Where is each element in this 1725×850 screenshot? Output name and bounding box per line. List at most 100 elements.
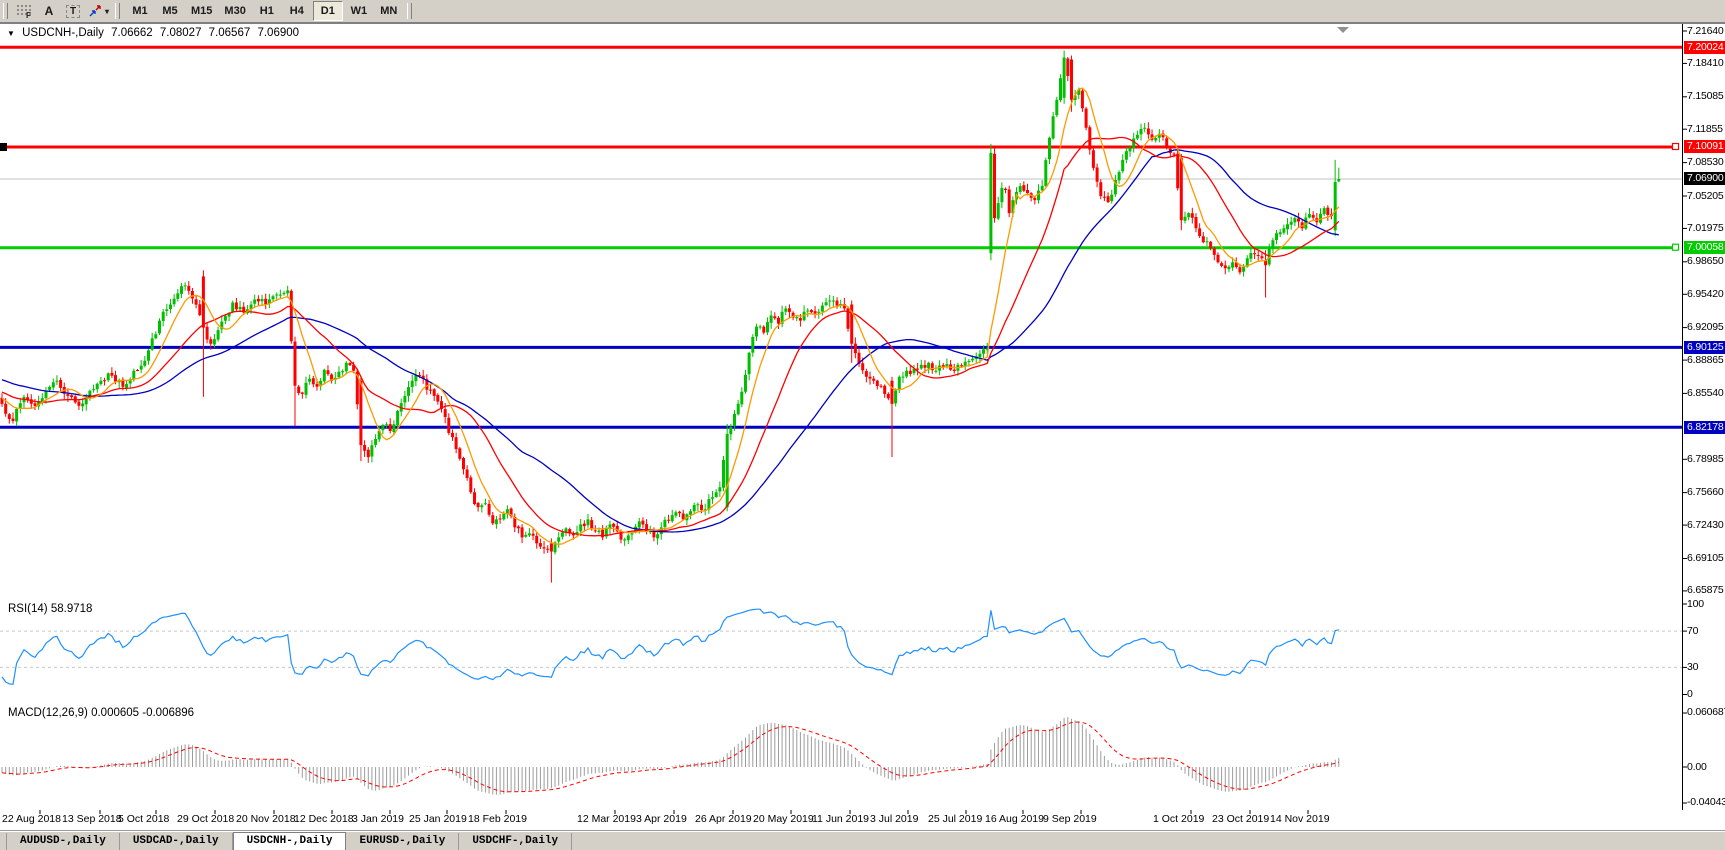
rsi-tick-label: 70 [1687, 624, 1699, 637]
chart-tab-usdchf[interactable]: USDCHF-,Daily [459, 833, 573, 850]
date-tick-label: 16 Aug 2019 [985, 813, 1044, 825]
ohlc-open: 7.06662 [111, 27, 153, 39]
symbol-period-label: USDCNH-,Daily [22, 27, 104, 39]
date-tick-label: 13 Sep 2018 [62, 813, 122, 825]
ma-8-line [1, 87, 1340, 545]
rsi-indicator-label: RSI(14) 58.9718 [8, 603, 93, 615]
chart-title: ▼ USDCNH-,Daily 7.06662 7.08027 7.06567 … [7, 27, 303, 39]
toolbar-grip [3, 3, 8, 19]
toolbar-grip [406, 3, 412, 19]
rsi-tick-label: 0 [1687, 688, 1693, 700]
date-tick-label: 22 Aug 2018 [2, 813, 61, 825]
timeframe-button-d1[interactable]: D1 [312, 1, 343, 21]
price-tick-label: 6.72430 [1687, 518, 1724, 531]
timeframe-button-m5[interactable]: M5 [162, 5, 178, 17]
macd-tick-label: 0.060687 [1687, 706, 1725, 719]
date-tick-label: 12 Dec 2018 [294, 813, 354, 825]
one-click-trading-toggle[interactable]: ▼ [7, 29, 15, 38]
date-tick-label: 9 Sep 2019 [1043, 813, 1097, 825]
arrows-tool-button[interactable]: ▾ [86, 2, 111, 20]
price-tick-label: 6.92095 [1687, 321, 1724, 334]
price-tick-label: 7.15085 [1687, 90, 1724, 103]
arrows-icon [89, 5, 101, 17]
timeframe-button-m1[interactable]: M1 [132, 5, 148, 17]
macd-indicator-label: MACD(12,26,9) 0.000605 -0.006896 [8, 707, 195, 719]
ohlc-low: 7.06567 [208, 27, 251, 39]
price-tick-label: 7.11855 [1687, 122, 1723, 135]
ohlc-close: 7.06900 [257, 27, 300, 39]
current-price-badge: 7.06900 [1684, 172, 1725, 186]
fibonacci-retracement-tool-button[interactable]: F [14, 2, 36, 20]
ma-45-line [1, 149, 1339, 533]
text-tool-button[interactable]: A [38, 2, 60, 20]
chart-canvas[interactable] [0, 23, 1725, 830]
timeframe-button-m15[interactable]: M15 [191, 5, 213, 17]
price-level-badge[interactable]: 7.20024 [1684, 40, 1725, 54]
price-tick-label: 7.18410 [1687, 56, 1724, 69]
price-tick-label: 7.01975 [1687, 221, 1724, 234]
date-tick-label: 11 Jun 2019 [812, 813, 870, 825]
timeframe-button-w1[interactable]: W1 [350, 5, 368, 17]
text-a-icon: A [44, 4, 54, 18]
timeframe-button-h4[interactable]: H4 [289, 5, 304, 17]
chart-tab-bar: AUDUSD-,Daily USDCAD-,Daily USDCNH-,Daily E… [0, 830, 1725, 850]
price-level-badge[interactable]: 6.90125 [1684, 340, 1725, 354]
date-tick-label: 3 Apr 2019 [636, 813, 687, 825]
price-tick-label: 7.08530 [1687, 156, 1724, 169]
fibonacci-icon: F [17, 5, 31, 19]
price-tick-label: 7.21640 [1687, 24, 1724, 37]
ma-21-line [1, 136, 1340, 537]
text-label-tool-button[interactable]: T [62, 2, 84, 20]
date-tick-label: 18 Feb 2019 [468, 813, 527, 825]
date-tick-label: 5 Oct 2018 [118, 813, 170, 825]
line-handle-icon [1671, 142, 1680, 151]
price-tick-label: 7.05205 [1687, 189, 1724, 202]
chart-tab-usdcnh[interactable]: USDCNH-,Daily [232, 832, 347, 850]
date-tick-label: 3 Jan 2019 [352, 813, 404, 825]
macd-tick-label: 0.00 [1687, 760, 1707, 773]
chart-tab-eurusd[interactable]: EURUSD-,Daily [346, 833, 460, 850]
macd-tick-label: -0.040437 [1687, 796, 1725, 809]
timeframe-button-h1[interactable]: H1 [259, 5, 274, 17]
line-handle-icon [0, 143, 7, 151]
timeframe-button-m30[interactable]: M30 [224, 5, 246, 17]
candles-layer [0, 50, 1341, 583]
date-tick-label: 1 Oct 2019 [1153, 813, 1205, 825]
toolbar: F A T ▾ M1 M5 M15 M30 H1 H4 D1 W1 MN [0, 0, 1725, 23]
chevron-down-icon: ▾ [105, 6, 110, 16]
price-tick-label: 6.88865 [1687, 353, 1724, 366]
macd-histogram-layer [1, 717, 1340, 795]
price-tick-label: 6.75660 [1687, 486, 1724, 499]
moving-averages-layer [1, 87, 1340, 545]
price-tick-label: 6.95420 [1687, 287, 1724, 300]
macd-signal-layer [1, 721, 1339, 793]
price-tick-label: 6.85540 [1687, 386, 1724, 399]
chart-tab-usdcad[interactable]: USDCAD-,Daily [120, 833, 233, 850]
price-level-badge[interactable]: 7.00058 [1684, 241, 1725, 255]
timeframe-button-mn[interactable]: MN [380, 5, 398, 17]
date-tick-label: 14 Nov 2019 [1270, 813, 1330, 825]
price-level-badge[interactable]: 7.10091 [1684, 140, 1725, 154]
price-tick-label: 6.69105 [1687, 551, 1724, 564]
chart-tab-audusd[interactable]: AUDUSD-,Daily [6, 833, 120, 850]
date-tick-label: 23 Oct 2019 [1212, 813, 1270, 825]
line-handle-icon [1671, 243, 1680, 251]
date-tick-label: 3 Jul 2019 [870, 813, 919, 825]
price-tick-label: 6.98650 [1687, 255, 1724, 268]
rsi-line-layer [1, 608, 1339, 685]
svg-text:F: F [26, 11, 31, 19]
toolbar-grip [115, 3, 121, 19]
chart-window[interactable]: ▼ USDCNH-,Daily 7.06662 7.08027 7.06567 … [0, 23, 1725, 830]
date-tick-label: 29 Oct 2018 [177, 813, 235, 825]
rsi-tick-label: 100 [1687, 597, 1704, 610]
price-tick-label: 6.78985 [1687, 452, 1724, 465]
ohlc-high: 7.08027 [159, 27, 202, 39]
chart-shift-marker-icon [1337, 27, 1349, 33]
date-tick-label: 25 Jan 2019 [409, 813, 467, 825]
date-tick-label: 12 Mar 2019 [577, 813, 636, 825]
text-label-icon: T [65, 4, 81, 18]
price-level-badge[interactable]: 6.82178 [1684, 420, 1725, 434]
date-tick-label: 26 Apr 2019 [695, 813, 752, 825]
date-tick-label: 20 Nov 2018 [236, 813, 296, 825]
